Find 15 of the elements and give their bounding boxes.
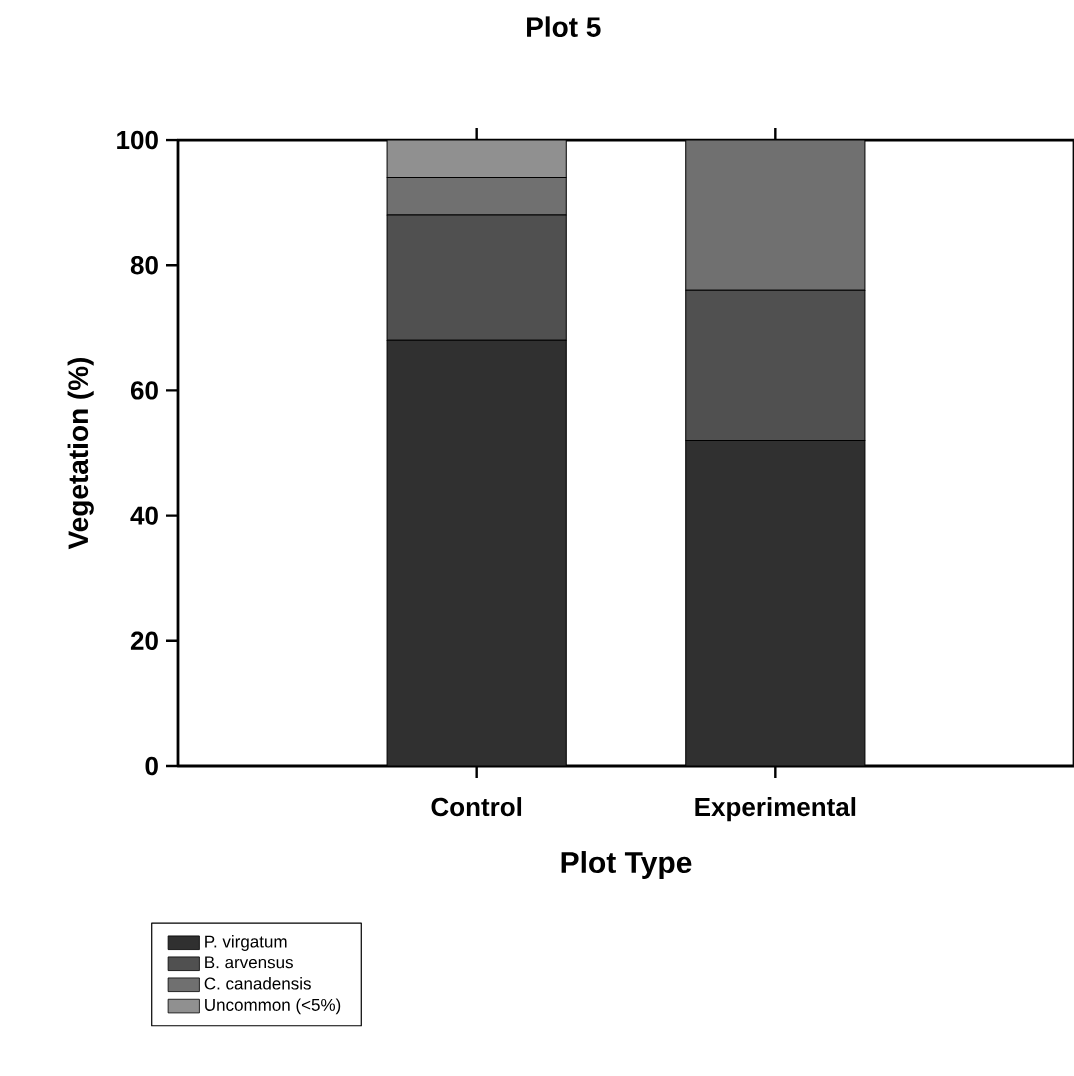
x-tick-label: Experimental [695,797,856,822]
y-tick-label: 20 [130,631,158,650]
y-axis-title: Vegetation (%) [67,357,94,550]
y-tick-label: 0 [145,756,158,776]
y-tick-label: 100 [117,130,158,150]
chart-title: Plot 5 [527,16,601,37]
legend-label: P. virgatum [205,935,287,951]
x-axis-title: Plot Type [561,851,692,879]
legend-label: Uncommon (<5%) [205,998,341,1015]
y-tick-label: 60 [130,381,158,400]
legend-label: C. canadensis [204,977,311,990]
y-tick-label: 40 [130,506,158,525]
x-tick-label: Control [431,797,522,817]
y-tick-label: 80 [130,255,158,275]
legend-label: B. arvensus [205,956,293,969]
